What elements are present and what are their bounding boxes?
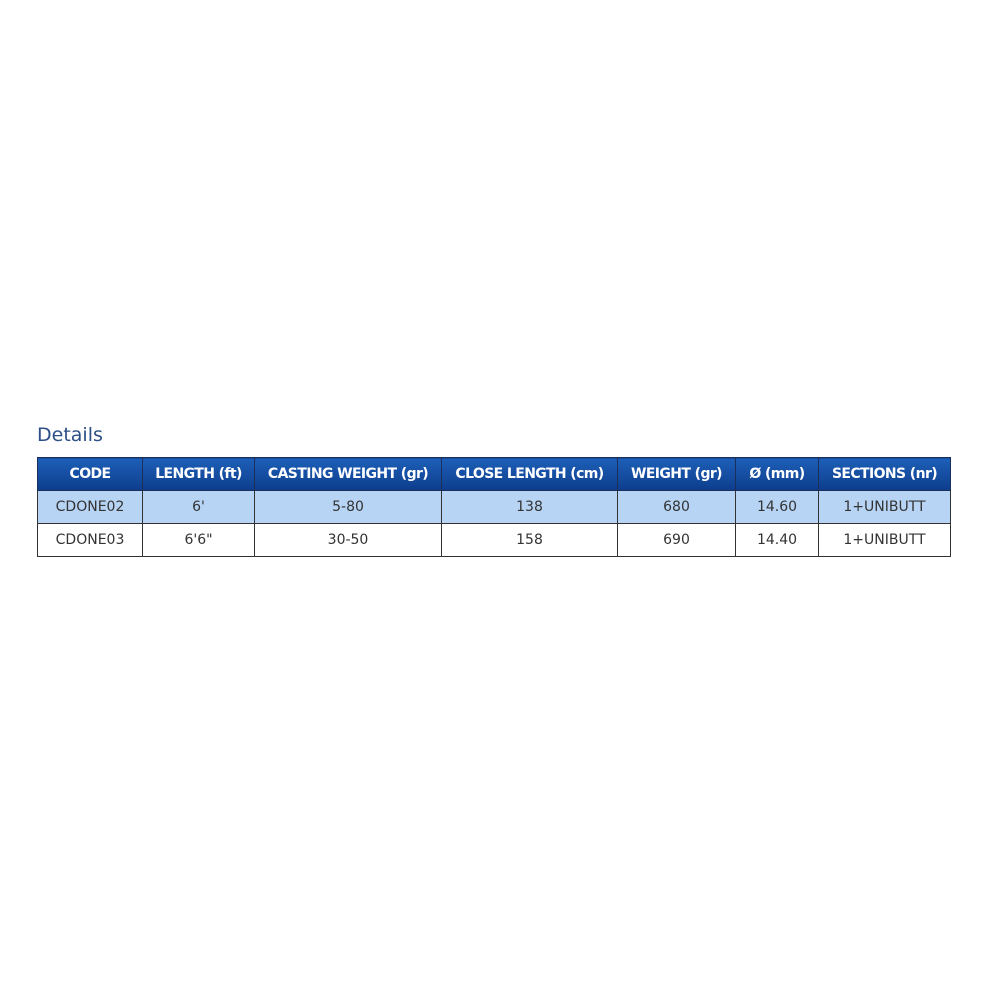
header-weight: WEIGHT (gr) [617,457,736,491]
cell-weight: 690 [617,523,736,557]
cell-close-length: 158 [441,523,618,557]
header-sections: SECTIONS (nr) [818,457,951,491]
table-header-row: CODE LENGTH (ft) CASTING WEIGHT (gr) CLO… [37,457,951,491]
cell-sections: 1+UNIBUTT [818,523,951,557]
cell-casting-weight: 30-50 [254,523,442,557]
cell-sections: 1+UNIBUTT [818,490,951,524]
cell-code: CDONE03 [37,523,143,557]
cell-weight: 680 [617,490,736,524]
header-code: CODE [37,457,143,491]
cell-close-length: 138 [441,490,618,524]
header-diameter: Ø (mm) [735,457,819,491]
cell-casting-weight: 5-80 [254,490,442,524]
specs-table: CODE LENGTH (ft) CASTING WEIGHT (gr) CLO… [37,457,951,557]
section-title: Details [37,424,103,446]
header-close-length: CLOSE LENGTH (cm) [441,457,618,491]
table-row: CDONE02 6' 5-80 138 680 14.60 1+UNIBUTT [37,490,951,524]
header-casting-weight: CASTING WEIGHT (gr) [254,457,442,491]
cell-diameter: 14.60 [735,490,819,524]
cell-length: 6' [142,490,255,524]
table-row: CDONE03 6'6" 30-50 158 690 14.40 1+UNIBU… [37,523,951,557]
header-length: LENGTH (ft) [142,457,255,491]
cell-code: CDONE02 [37,490,143,524]
cell-length: 6'6" [142,523,255,557]
cell-diameter: 14.40 [735,523,819,557]
